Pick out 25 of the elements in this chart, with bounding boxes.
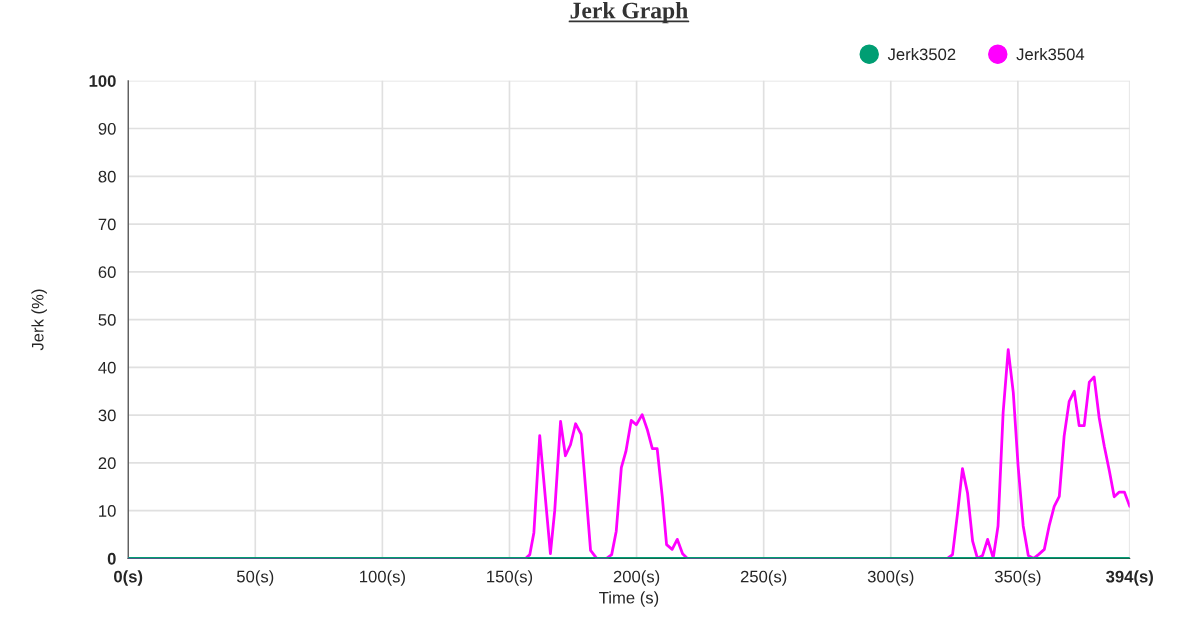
x-tick-label: 150(s): [487, 570, 533, 586]
legend-label: Jerk3502: [887, 48, 956, 61]
y-tick-label: 0: [107, 552, 116, 565]
y-tick-label: 100: [89, 75, 116, 87]
y-tick-label: 90: [98, 122, 116, 135]
y-tick-label: 50: [98, 314, 116, 326]
x-tick-label: 50(s): [236, 570, 274, 586]
y-tick-label: 20: [98, 457, 116, 470]
y-axis-title: Jerk (%): [31, 289, 47, 351]
x-tick-label: 300(s): [867, 570, 914, 586]
chart-title: Jerk Graph: [570, 1, 688, 24]
y-tick-label: 30: [98, 409, 116, 422]
y-tick-label: 60: [98, 266, 116, 279]
x-tick-label: 350(s): [994, 570, 1041, 586]
y-tick-label: 40: [98, 361, 116, 374]
x-tick-label: 250(s): [740, 570, 787, 586]
x-tick-label: 0(s): [114, 570, 143, 586]
x-tick-label: 394(s): [1106, 570, 1153, 586]
x-axis-title: Time (s): [599, 591, 659, 607]
x-tick-label: 100(s): [360, 570, 405, 586]
y-tick-label: 80: [98, 170, 116, 183]
legend-label: Jerk3504: [1016, 48, 1085, 61]
y-tick-label: 10: [99, 505, 116, 517]
y-tick-label: 70: [98, 218, 116, 231]
x-tick-label: 200(s): [613, 570, 660, 586]
